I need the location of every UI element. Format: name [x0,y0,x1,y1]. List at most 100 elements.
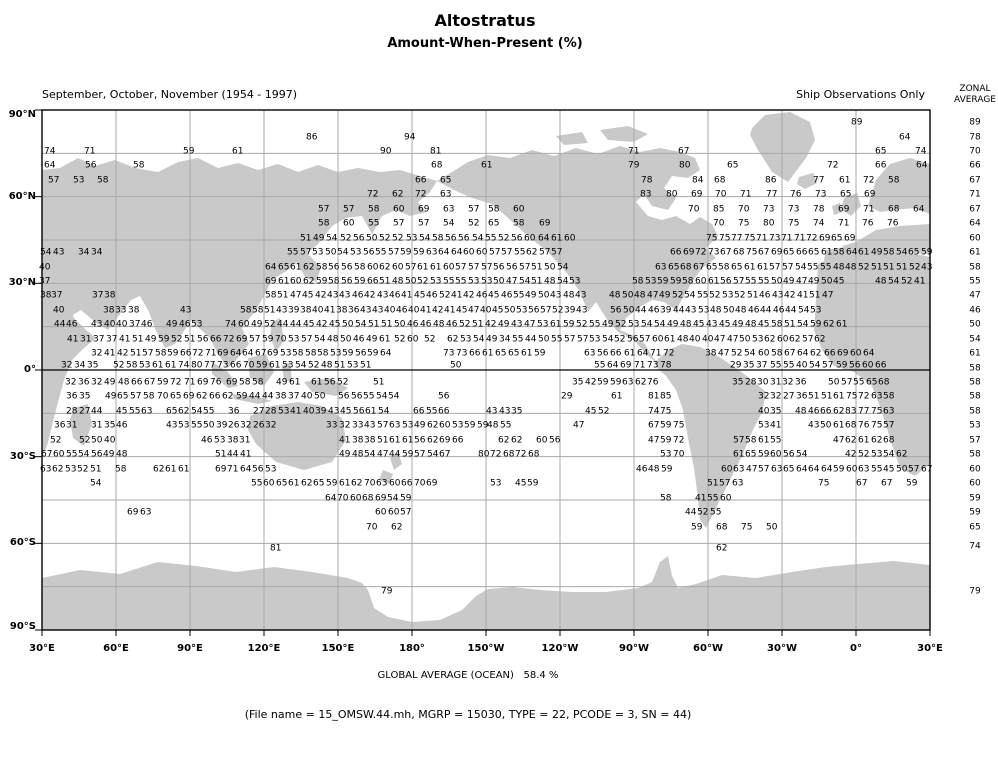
data-value: 59 [610,377,622,388]
data-value: 57 [639,334,651,345]
data-value: 54 [883,449,895,460]
data-value: 60 [536,435,548,446]
data-value: 52 [598,406,610,417]
data-value: 39 [288,305,300,316]
data-value: 52 [79,435,91,446]
data-value: 34 [74,360,86,371]
data-value: 64 [265,262,277,273]
data-value: 33 [326,420,338,431]
data-value: 60 [758,348,770,359]
data-value: 43 [53,247,65,258]
data-value: 49 [313,233,325,244]
data-value: 36 [795,377,807,388]
data-value: 69 [375,493,387,504]
data-value: 61 [833,420,845,431]
data-value: 59 [158,334,170,345]
data-value: 64 [899,132,911,143]
data-value: 53 [460,334,472,345]
zonal-average-value: 64 [969,218,981,229]
data-value: 61 [664,334,676,345]
data-value: 62 [833,406,845,417]
data-value: 34 [91,247,103,258]
data-value: 59 [477,420,489,431]
data-value: 43 [921,262,933,273]
data-value: 52 [552,305,564,316]
data-value: 86 [765,175,777,186]
data-value: 53 [280,348,292,359]
data-value: 65 [840,189,852,200]
data-value: 72 [367,189,379,200]
data-value: 51 [368,319,380,330]
data-value: 52 [858,262,870,273]
data-value: 46 [66,319,78,330]
longitude-label: 90°E [177,643,203,654]
data-value: 53 [402,420,414,431]
data-value: 67 [693,262,705,273]
landmass [212,362,238,388]
data-value: 59 [670,276,682,287]
data-value: 52 [171,334,183,345]
data-value: 47 [647,290,659,301]
data-value: 66 [401,478,413,489]
data-value: 66 [413,406,425,417]
data-value: 42 [485,319,497,330]
data-value: 77 [731,233,743,244]
data-value: 49 [498,319,510,330]
data-value: 56 [627,334,639,345]
data-value: 54 [641,319,653,330]
data-value: 70 [337,493,349,504]
data-value: 60 [439,420,451,431]
data-value: 55 [485,233,497,244]
data-value: 60 [720,493,732,504]
data-value: 43 [328,406,340,417]
data-value: 62 [896,449,908,460]
data-value: 55 [770,435,782,446]
data-value: 67 [921,464,933,475]
data-value: 59 [597,377,609,388]
zonal-average-value: 60 [969,478,981,489]
data-value: 69 [844,233,856,244]
data-value: 35 [79,391,91,402]
data-value: 66 [452,435,464,446]
data-value: 59 [534,348,546,359]
data-value: 66 [438,406,450,417]
data-value: 52 [576,319,588,330]
data-value: 65 [508,348,520,359]
data-value: 62 [379,262,391,273]
data-value: 77 [813,175,825,186]
data-value: 41 [290,406,302,417]
data-value: 49 [602,319,614,330]
data-value: 65 [706,262,718,273]
data-value: 74 [648,406,660,417]
data-value: 51 [809,290,821,301]
data-value: 67 [720,247,732,258]
data-value: 63 [376,478,388,489]
data-value: 60 [721,464,733,475]
data-value: 41 [339,435,351,446]
data-value: 57 [301,334,313,345]
data-value: 65 [808,247,820,258]
data-value: 68 [878,377,890,388]
data-value: 55 [191,420,203,431]
data-value: 67 [255,348,267,359]
data-value: 61 [289,377,301,388]
data-value: 83 [845,406,857,417]
data-value: 73 [443,348,455,359]
data-value: 45 [758,319,770,330]
data-value: 50 [504,305,516,316]
data-value: 51 [132,334,144,345]
data-value: 57 [481,262,493,273]
data-value: 48 [487,420,499,431]
data-value: 53 [288,334,300,345]
data-value: 63 [426,247,438,258]
data-value: 43 [327,290,339,301]
data-value: 65 [117,391,129,402]
data-value: 66 [875,360,887,371]
data-value: 64 [242,348,254,359]
data-value: 72 [827,160,839,171]
data-value: 65 [866,377,878,388]
data-value: 68 [888,204,900,215]
zonal-average-value: 47 [969,290,981,301]
data-value: 48 [680,319,692,330]
